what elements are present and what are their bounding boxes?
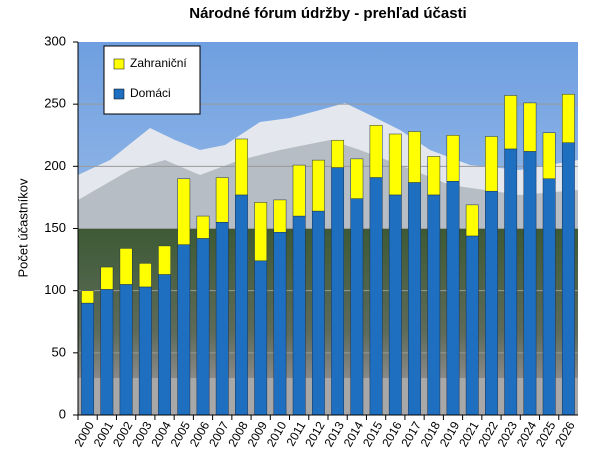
bar-segment bbox=[119, 284, 133, 416]
bar-segment bbox=[427, 156, 441, 196]
bar-segment bbox=[273, 231, 287, 416]
y-tick-label: 100 bbox=[44, 282, 66, 297]
x-tick-label: 2026 bbox=[552, 419, 578, 449]
bar-segment bbox=[177, 244, 191, 416]
y-tick-label: 250 bbox=[44, 96, 66, 111]
y-tick-label: 300 bbox=[44, 33, 66, 48]
bar-segment bbox=[542, 178, 556, 416]
bar-segment bbox=[465, 204, 479, 237]
bar-segment bbox=[369, 177, 383, 416]
bar-segment bbox=[254, 260, 268, 416]
bar-segment bbox=[542, 132, 556, 180]
bar-segment bbox=[100, 289, 114, 416]
bar-segment bbox=[215, 222, 229, 416]
bar-segment bbox=[311, 210, 325, 416]
bar-segment bbox=[388, 194, 402, 416]
y-tick-label: 200 bbox=[44, 158, 66, 173]
bar-segment bbox=[446, 135, 460, 182]
bar-segment bbox=[235, 138, 248, 196]
y-tick-label: 150 bbox=[44, 220, 66, 235]
legend-box bbox=[103, 45, 201, 115]
bar-segment bbox=[138, 263, 152, 288]
bar-segment bbox=[331, 167, 345, 416]
bar-segment bbox=[504, 148, 518, 416]
bar-segment bbox=[350, 198, 364, 416]
bar-segment bbox=[561, 93, 575, 143]
bars bbox=[81, 93, 575, 416]
bar-segment bbox=[81, 302, 95, 416]
bar-segment bbox=[331, 139, 345, 168]
bar-segment bbox=[311, 159, 325, 212]
chart-title: Národné fórum údržby - prehľad účasti bbox=[189, 5, 466, 22]
bar-segment bbox=[408, 131, 421, 183]
bar-segment bbox=[465, 235, 479, 416]
bar-segment bbox=[388, 133, 402, 196]
bar-segment bbox=[350, 158, 364, 199]
legend-swatch bbox=[113, 58, 125, 70]
bar-segment bbox=[523, 151, 537, 416]
bar-segment bbox=[504, 95, 518, 150]
bar-segment bbox=[292, 164, 306, 217]
legend-label: Zahraniční bbox=[130, 56, 187, 70]
bar-segment bbox=[408, 182, 421, 416]
bar-segment bbox=[196, 215, 210, 239]
bar-segment bbox=[485, 190, 498, 416]
bar-segment bbox=[119, 248, 133, 285]
legend-swatch bbox=[113, 88, 125, 100]
bar-segment bbox=[561, 142, 575, 416]
bar-segment bbox=[81, 290, 95, 304]
bar-segment bbox=[158, 245, 171, 275]
bar-segment bbox=[427, 194, 441, 416]
y-tick-label: 50 bbox=[52, 344, 66, 359]
legend-items: Zahraniční Domáci bbox=[113, 56, 187, 100]
bar-segment bbox=[235, 194, 248, 416]
bar-segment bbox=[254, 202, 268, 262]
bar-segment bbox=[446, 181, 460, 416]
y-tick-label: 0 bbox=[59, 406, 66, 421]
legend-label: Domáci bbox=[130, 86, 171, 100]
bar-segment bbox=[196, 238, 210, 416]
bar-segment bbox=[292, 215, 306, 416]
legend: Zahraniční Domáci bbox=[103, 45, 201, 115]
bar-segment bbox=[523, 102, 537, 152]
bar-segment bbox=[158, 274, 171, 416]
bar-segment bbox=[100, 266, 114, 290]
x-tick-label: 2010 bbox=[264, 419, 290, 449]
bar-segment bbox=[485, 136, 498, 192]
bar-segment bbox=[215, 177, 229, 223]
bar-segment bbox=[369, 125, 383, 178]
bar-segment bbox=[138, 286, 152, 416]
y-axis-label: Počet účastníkov bbox=[15, 178, 30, 277]
bar-segment bbox=[177, 178, 191, 245]
bar-segment bbox=[273, 199, 287, 233]
